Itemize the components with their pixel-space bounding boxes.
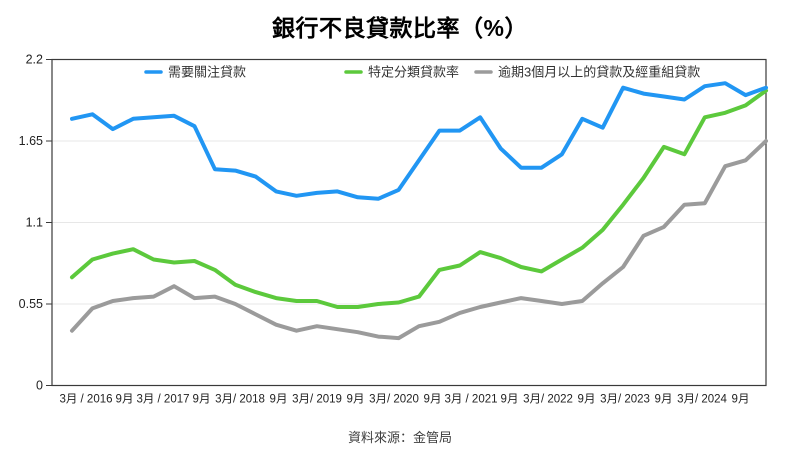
series-line-1 (70, 88, 768, 309)
x-tick-label: 3月/ 2024 (677, 394, 727, 406)
x-tick-label: 3月 / 2021 (444, 394, 497, 406)
series-line-2 (70, 139, 768, 341)
x-tick-label: 9月 (655, 394, 673, 406)
x-tick-label: 3月/ 2018 (215, 394, 265, 406)
x-tick-label: 9月 (578, 394, 596, 406)
y-tick-label: 1.65 (19, 134, 43, 148)
x-tick-label: 9月 (501, 394, 519, 406)
x-tick-label: 3月/ 2019 (292, 394, 342, 406)
chart-title: 銀行不良貸款比率（%） (272, 15, 528, 41)
x-tick-label: 9月 (116, 394, 134, 406)
x-tick-label: 9月 (193, 394, 211, 406)
x-tick-label: 3月 / 2016 (59, 394, 112, 406)
x-tick-label: 9月 (424, 394, 442, 406)
x-tick-label: 3月/ 2022 (523, 394, 573, 406)
legend-label: 逾期3個月以上的貸款及經重組貸款 (498, 65, 700, 80)
x-tick-label: 9月 (732, 394, 750, 406)
series-line-0 (70, 81, 768, 201)
y-tick-label: 1.1 (26, 216, 43, 230)
legend-label: 特定分類貸款率 (368, 65, 459, 80)
y-tick-label: 0.55 (19, 297, 43, 311)
legend-item-0[interactable]: 需要關注貸款 (144, 65, 246, 80)
y-tick-label: 2.2 (26, 53, 43, 67)
x-tick-label: 9月 (270, 394, 288, 406)
y-tick-label: 0 (36, 379, 43, 393)
x-tick-label: 3月/ 2023 (600, 394, 650, 406)
legend-label: 需要關注貸款 (168, 65, 246, 80)
legend-item-1[interactable]: 特定分類貸款率 (344, 65, 459, 80)
x-tick-label: 9月 (347, 394, 365, 406)
legend-item-2[interactable]: 逾期3個月以上的貸款及經重組貸款 (474, 65, 700, 80)
x-tick-label: 3月 / 2017 (136, 394, 189, 406)
x-tick-label: 3月/ 2020 (369, 394, 419, 406)
source-note: 資料來源：金管局 (347, 430, 452, 445)
